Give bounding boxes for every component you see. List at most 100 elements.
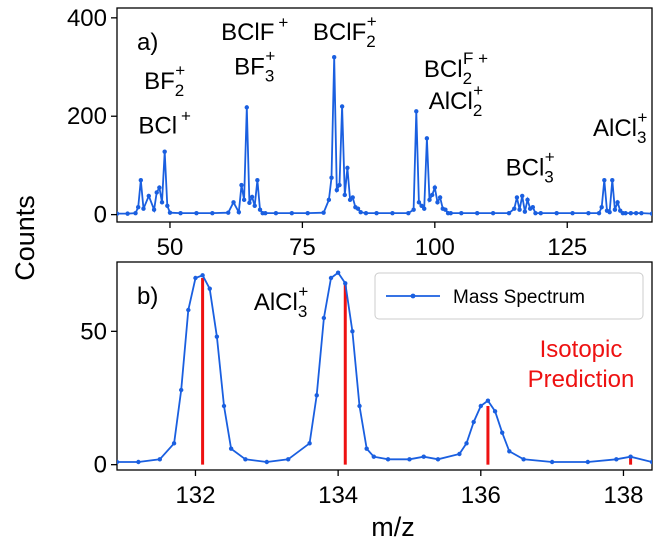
data-point-b-1 [136,459,141,465]
data-point-b-23 [364,446,369,451]
data-point-a-47 [363,210,369,216]
data-point-a-57 [427,197,432,203]
data-point-b-2 [157,457,162,462]
data-point-a-37 [334,187,340,193]
peak-label-a-5: BCl2F + [424,49,488,88]
data-point-b-28 [435,457,441,462]
data-point-a-80 [554,210,559,216]
legend-marker [410,293,416,299]
peak-label-a-2: BClF + [221,13,288,46]
data-point-a-63 [443,207,448,212]
chart-panel-b: 132 134 136 138 0 50 b) AlCl3+ Mass Spectrum Isot… [80,261,653,509]
legend-entry-0: Mass Spectrum [453,287,585,308]
data-point-b-41 [628,454,633,459]
plot-area-b [117,270,652,465]
data-point-b-32 [478,403,483,409]
data-point-a-18 [231,200,236,205]
panel-label-a: a) [137,29,158,56]
y-axis-title: Counts [10,195,40,281]
data-point-a-61 [437,195,443,200]
data-point-b-5 [186,307,191,313]
data-point-a-69 [506,210,512,216]
data-point-a-73 [520,193,525,199]
data-point-b-14 [286,457,291,462]
panel-label-b: b) [137,283,158,310]
x-tick-label-a-3: 125 [547,234,587,261]
data-point-b-0 [117,459,120,465]
data-point-b-20 [343,281,348,286]
plot-frame-b [116,261,653,471]
data-point-a-81 [570,210,575,216]
data-point-a-34 [326,197,332,203]
data-point-a-15 [194,210,199,216]
data-point-a-84 [599,205,604,210]
data-point-a-19 [236,209,242,215]
y-tick-label-a-0: 0 [94,202,107,229]
data-point-a-89 [612,207,618,212]
x-tick-label-b-3: 138 [603,482,643,509]
data-point-a-6 [146,193,151,199]
y-tick-label-a-2: 400 [67,5,107,32]
data-point-a-71 [514,195,520,200]
data-point-b-13 [264,459,269,465]
x-tick-label-a-2: 100 [415,234,455,261]
peak-label-a-6: AlCl2+ [429,81,483,120]
series-line-a-0 [117,57,652,216]
data-point-a-22 [244,105,249,110]
data-point-a-14 [178,210,183,216]
data-point-b-22 [357,403,362,409]
data-point-b-40 [614,457,619,462]
data-point-a-5 [141,206,146,211]
data-point-a-53 [416,200,422,205]
data-point-a-33 [321,210,326,215]
data-point-a-90 [615,200,620,205]
legend-box [374,272,644,320]
data-point-a-31 [289,210,295,216]
data-point-a-49 [390,210,395,216]
data-point-b-6 [193,275,198,281]
data-point-b-24 [371,454,376,459]
chart-panel-a: 50 75 100 125 0 200 400 a) BF2+ BCl + BClF +BF3+ BClF… [67,5,653,261]
data-point-b-25 [385,457,391,462]
data-point-a-16 [210,210,215,216]
data-point-a-74 [522,209,528,214]
x-tick-label-b-2: 136 [461,482,501,509]
data-point-a-70 [512,206,517,211]
data-point-a-1 [125,211,130,216]
data-point-b-37 [521,457,526,462]
data-point-b-21 [350,329,355,334]
plot-area-a [117,54,652,216]
data-point-a-66 [459,210,464,216]
data-point-a-78 [533,210,538,216]
data-point-a-24 [249,194,255,200]
data-point-b-34 [492,409,498,414]
data-point-a-11 [162,149,167,154]
data-point-b-31 [471,419,476,425]
data-point-a-65 [448,210,453,216]
x-tick-label-a-1: 75 [289,234,316,261]
data-point-a-27 [257,207,263,212]
data-point-a-3 [135,205,141,210]
data-point-a-54 [419,203,424,208]
data-point-a-94 [628,210,634,216]
data-point-a-52 [414,109,419,114]
legend: Mass Spectrum [374,272,644,320]
data-point-b-42 [649,459,652,465]
x-tick-label-b-0: 132 [175,482,215,509]
x-tick-label-b-1: 134 [318,482,358,509]
data-point-a-59 [432,185,438,190]
data-point-a-93 [623,210,628,216]
data-point-a-25 [252,203,257,208]
data-point-b-35 [500,430,505,435]
isotopic-prediction-label-line1: Isotopic [540,336,623,363]
data-point-a-29 [263,210,268,216]
data-point-b-16 [314,393,319,398]
data-point-a-38 [337,182,342,188]
data-point-a-17 [226,210,231,215]
data-point-a-60 [435,200,440,205]
data-point-b-17 [321,315,327,321]
data-point-b-3 [171,441,177,446]
peak-label-a-7: BCl3+ [506,147,555,186]
data-point-a-45 [355,206,361,211]
data-point-a-67 [474,210,480,216]
